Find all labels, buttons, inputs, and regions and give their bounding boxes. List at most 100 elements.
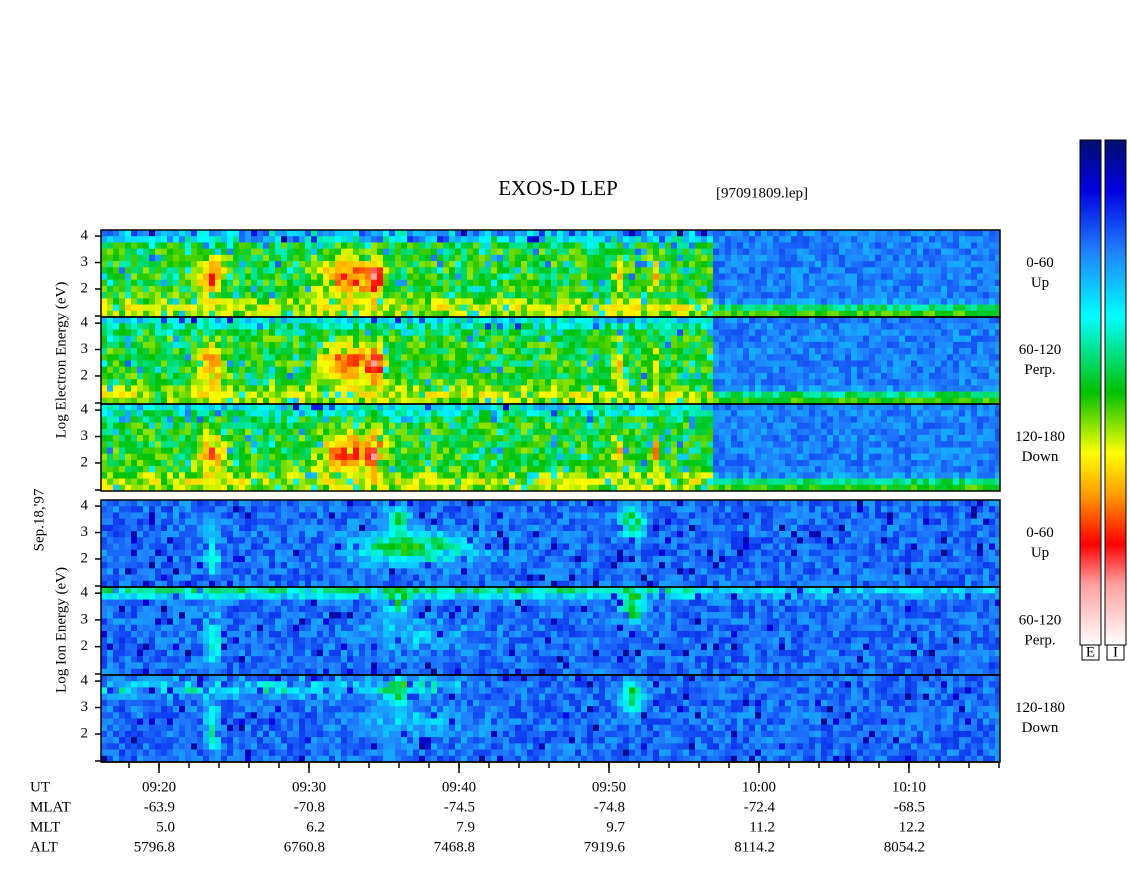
spectrogram-cell [383,385,389,392]
spectrogram-cell [197,285,203,293]
spectrogram-cell [839,261,845,268]
spectrogram-cell [185,422,191,430]
spectrogram-cell [299,453,305,461]
spectrogram-cell [635,298,641,305]
spectrogram-cell [851,397,857,405]
spectrogram-cell [911,372,917,380]
spectrogram-cell [263,466,269,473]
spectrogram-cell [287,404,293,411]
spectrogram-cell [563,304,569,312]
spectrogram-cell [527,236,533,243]
spectrogram-cell [965,254,971,262]
spectrogram-cell [257,273,263,281]
spectrogram-cell [203,366,209,374]
spectrogram-cell [353,292,359,299]
spectrogram-cell [611,372,617,380]
spectrogram-cell [413,329,419,336]
spectrogram-cell [179,453,185,461]
spectrogram-cell [275,385,281,392]
spectrogram-cell [221,360,227,368]
spectrogram-cell [845,360,851,368]
spectrogram-cell [275,273,281,281]
spectrogram-cell [347,323,353,330]
spectrogram-cell [575,323,581,330]
spectrogram-cell [617,230,623,237]
spectrogram-cell [395,267,401,274]
spectrogram-cell [407,261,413,268]
spectrogram-cell [833,354,839,361]
spectrogram-cell [761,242,767,249]
spectrogram-cell [917,267,923,274]
spectrogram-cell [407,292,413,299]
spectrogram-cell [911,385,917,392]
spectrogram-cell [815,230,821,237]
spectrogram-cell [971,391,977,399]
spectrogram-cell [347,435,353,442]
spectrogram-cell [683,391,689,399]
spectrogram-cell [983,360,989,368]
spectrogram-cell [233,310,239,318]
spectrogram-cell [143,366,149,374]
spectrogram-cell [299,391,305,399]
spectrogram-cell [251,385,257,392]
spectrogram-cell [827,335,833,343]
spectrogram-cell [179,360,185,368]
spectrogram-cell [851,254,857,262]
spectrogram-cell [743,348,749,355]
spectrogram-cell [161,267,167,274]
spectrogram-cell [449,285,455,293]
spectrogram-cell [107,484,113,492]
spectrogram-cell [149,317,155,324]
spectrogram-cell [899,335,905,343]
spectrogram-cell [137,397,143,405]
spectrogram-cell [953,292,959,299]
spectrogram-cell [521,230,527,237]
spectrogram-cell [179,267,185,274]
spectrogram-cell [455,329,461,336]
spectrogram-cell [347,273,353,281]
spectrogram-cell [191,354,197,361]
spectrogram-cell [491,317,497,324]
spectrogram-cell [521,304,527,312]
spectrogram-cell [203,404,209,411]
spectrogram-cell [653,292,659,299]
spectrogram-cell [467,360,473,368]
spectrogram-cell [803,230,809,237]
spectrogram-cell [989,279,995,287]
spectrogram-cell [779,323,785,330]
spectrogram-cell [845,292,851,299]
spectrogram-cell [311,292,317,299]
spectrogram-cell [407,304,413,312]
spectrogram-cell [173,397,179,405]
spectrogram-cell [185,298,191,305]
spectrogram-cell [389,441,395,448]
spectrogram-cell [119,410,125,417]
spectrogram-cell [191,478,197,486]
spectrogram-cell [983,354,989,361]
spectrogram-cell [635,335,641,343]
spectrogram-cell [257,466,263,473]
spectrogram-cell [245,273,251,281]
spectrogram-cell [233,379,239,386]
spectrogram-cell [389,323,395,330]
spectrogram-cell [239,285,245,293]
spectrogram-cell [527,254,533,262]
spectrogram-cell [365,459,371,467]
spectrogram-cell [455,385,461,392]
spectrogram-cell [521,385,527,392]
spectrogram-cell [401,410,407,417]
spectrogram-cell [965,292,971,299]
spectrogram-cell [383,304,389,312]
spectrogram-cell [251,428,257,436]
spectrogram-cell [287,447,293,455]
spectrogram-cell [233,447,239,455]
spectrogram-cell [143,298,149,305]
spectrogram-cell [125,354,131,361]
spectrogram-cell [593,304,599,312]
spectrogram-cell [731,323,737,330]
spectrogram-cell [629,348,635,355]
spectrogram-cell [743,379,749,386]
spectrogram-cell [173,335,179,343]
spectrogram-cell [305,466,311,473]
spectrogram-cell [389,335,395,343]
